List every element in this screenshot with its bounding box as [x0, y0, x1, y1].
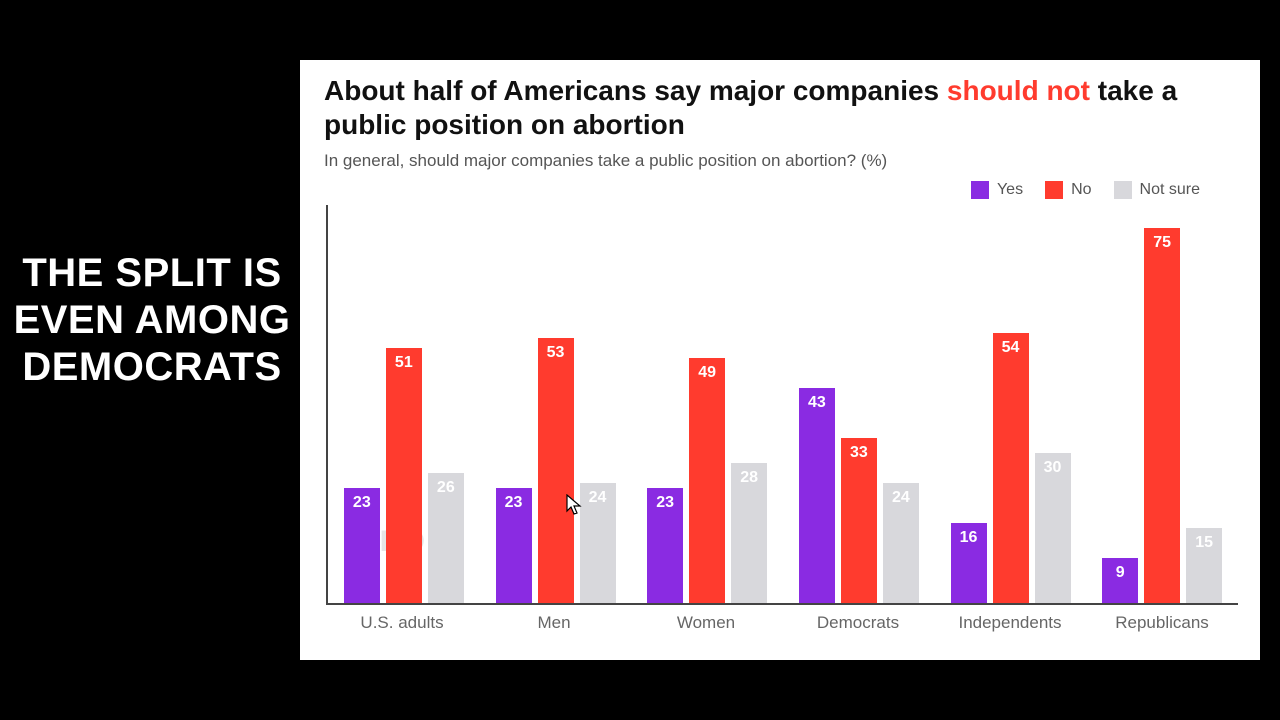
legend-swatch	[1045, 181, 1063, 199]
title-emphasis: should not	[947, 75, 1090, 106]
bar-value: 24	[883, 489, 919, 507]
bar-value: 53	[538, 344, 574, 362]
bar-value: 49	[689, 364, 725, 382]
bar-yes: 9	[1102, 558, 1138, 603]
legend-label: Yes	[997, 181, 1023, 199]
bar-group: 23 49 28	[631, 205, 783, 603]
x-label: Women	[630, 613, 782, 633]
bar-group: 9 75 15	[1086, 205, 1238, 603]
bar-group: 23 51 26	[328, 205, 480, 603]
bar-value: 54	[993, 339, 1029, 357]
bar-no: 53	[538, 338, 574, 603]
bar-value: 23	[496, 494, 532, 512]
legend-label: Not sure	[1140, 181, 1200, 199]
bar-no: 54	[993, 333, 1029, 603]
bar-notsure: 24	[883, 483, 919, 603]
legend-swatch	[1114, 181, 1132, 199]
bar-value: 28	[731, 469, 767, 487]
side-caption: THE SPLIT IS EVEN AMONG DEMOCRATS	[12, 250, 292, 392]
bar-value: 51	[386, 354, 422, 372]
x-label: Republicans	[1086, 613, 1238, 633]
bar-notsure: 26	[428, 473, 464, 603]
bar-value: 23	[647, 494, 683, 512]
bar-groups: 23 51 26 23 53 24 23 49 28 43 33 24 16 54 30 9 75 15	[328, 205, 1238, 603]
bar-notsure: 24	[580, 483, 616, 603]
bar-value: 26	[428, 479, 464, 497]
legend-swatch	[971, 181, 989, 199]
bar-value: 33	[841, 444, 877, 462]
bar-yes: 16	[951, 523, 987, 603]
x-axis-labels: U.S. adultsMenWomenDemocratsIndependents…	[326, 613, 1238, 633]
bar-value: 9	[1102, 564, 1138, 582]
bar-no: 75	[1144, 228, 1180, 603]
title-pre: About half of Americans say major compan…	[324, 75, 947, 106]
x-label: Men	[478, 613, 630, 633]
bar-no: 51	[386, 348, 422, 603]
legend-label: No	[1071, 181, 1091, 199]
bar-no: 49	[689, 358, 725, 603]
chart-title: About half of Americans say major compan…	[300, 60, 1260, 147]
bar-group: 43 33 24	[783, 205, 935, 603]
bar-group: 23 53 24	[480, 205, 632, 603]
chart-subtitle: In general, should major companies take …	[300, 147, 1260, 181]
legend: Yes No Not sure	[300, 181, 1260, 205]
x-label: Independents	[934, 613, 1086, 633]
bar-yes: 43	[799, 388, 835, 603]
bar-value: 24	[580, 489, 616, 507]
bar-notsure: 28	[731, 463, 767, 603]
bar-value: 30	[1035, 459, 1071, 477]
x-label: Democrats	[782, 613, 934, 633]
legend-item-no: No	[1045, 181, 1091, 199]
bar-value: 15	[1186, 534, 1222, 552]
bar-no: 33	[841, 438, 877, 603]
bar-notsure: 15	[1186, 528, 1222, 603]
bar-group: 16 54 30	[935, 205, 1087, 603]
bar-value: 43	[799, 394, 835, 412]
bar-yes: 23	[496, 488, 532, 603]
bar-value: 16	[951, 529, 987, 547]
stage: THE SPLIT IS EVEN AMONG DEMOCRATS About …	[0, 0, 1280, 720]
x-label: U.S. adults	[326, 613, 478, 633]
bar-yes: 23	[344, 488, 380, 603]
legend-item-yes: Yes	[971, 181, 1023, 199]
bar-value: 23	[344, 494, 380, 512]
chart-panel: About half of Americans say major compan…	[300, 60, 1260, 660]
bar-yes: 23	[647, 488, 683, 603]
plot-area: RPO 23512623532423492843332416543097515	[326, 205, 1238, 605]
legend-item-notsure: Not sure	[1114, 181, 1200, 199]
bar-value: 75	[1144, 234, 1180, 252]
bar-notsure: 30	[1035, 453, 1071, 603]
